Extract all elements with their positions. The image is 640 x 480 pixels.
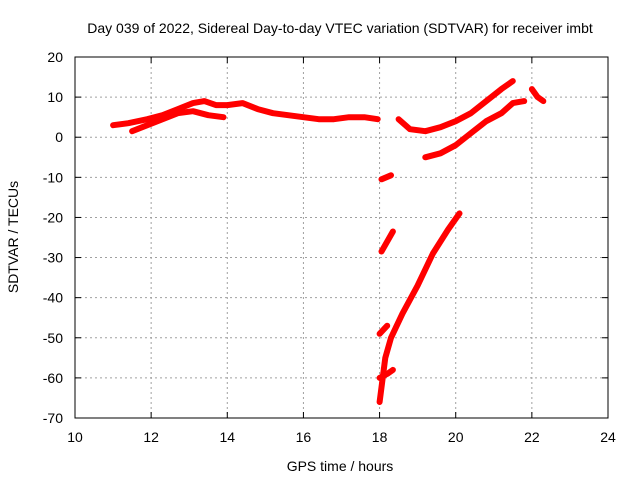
data-series: [110, 78, 547, 405]
series-arc-9: [422, 98, 528, 161]
series-arc-1: [110, 98, 381, 129]
y-tick-label: 10: [47, 89, 63, 105]
x-tick-label: 22: [524, 429, 540, 445]
y-tick-label: -50: [43, 330, 63, 346]
y-tick-label: 0: [55, 129, 63, 145]
x-axis-label: GPS time / hours: [287, 458, 394, 474]
x-tick-label: 10: [67, 429, 83, 445]
x-tick-label: 14: [219, 429, 235, 445]
series-arc-8: [395, 78, 516, 135]
series-arc-4: [378, 228, 396, 255]
y-tick-label: -20: [43, 209, 63, 225]
y-tick-label: -40: [43, 290, 63, 306]
x-tick-label: 20: [448, 429, 464, 445]
y-axis-label: SDTVAR / TECUs: [5, 181, 21, 293]
y-tick-label: -70: [43, 410, 63, 426]
series-arc-2: [129, 108, 227, 135]
y-tick-label: 20: [47, 49, 63, 65]
x-tick-label: 16: [296, 429, 312, 445]
series-arc-3: [378, 172, 394, 183]
grid: [75, 57, 608, 418]
chart-title: Day 039 of 2022, Sidereal Day-to-day VTE…: [87, 20, 593, 36]
y-tick-label: -10: [43, 169, 63, 185]
series-arc-6: [376, 366, 396, 381]
series-arc-7: [376, 322, 391, 337]
series-arc-10: [528, 86, 547, 105]
y-tick-label: -60: [43, 370, 63, 386]
series-arc-5: [376, 210, 463, 405]
x-tick-label: 18: [372, 429, 388, 445]
axis-ticks: 10 12 14 16 18 20 22 24 -70 -60 -50 -40 -30 -20 -10 0 10…: [43, 49, 616, 445]
x-tick-label: 12: [143, 429, 159, 445]
x-tick-label: 24: [600, 429, 616, 445]
plot-frame: [74, 56, 609, 419]
y-tick-label: -30: [43, 250, 63, 266]
